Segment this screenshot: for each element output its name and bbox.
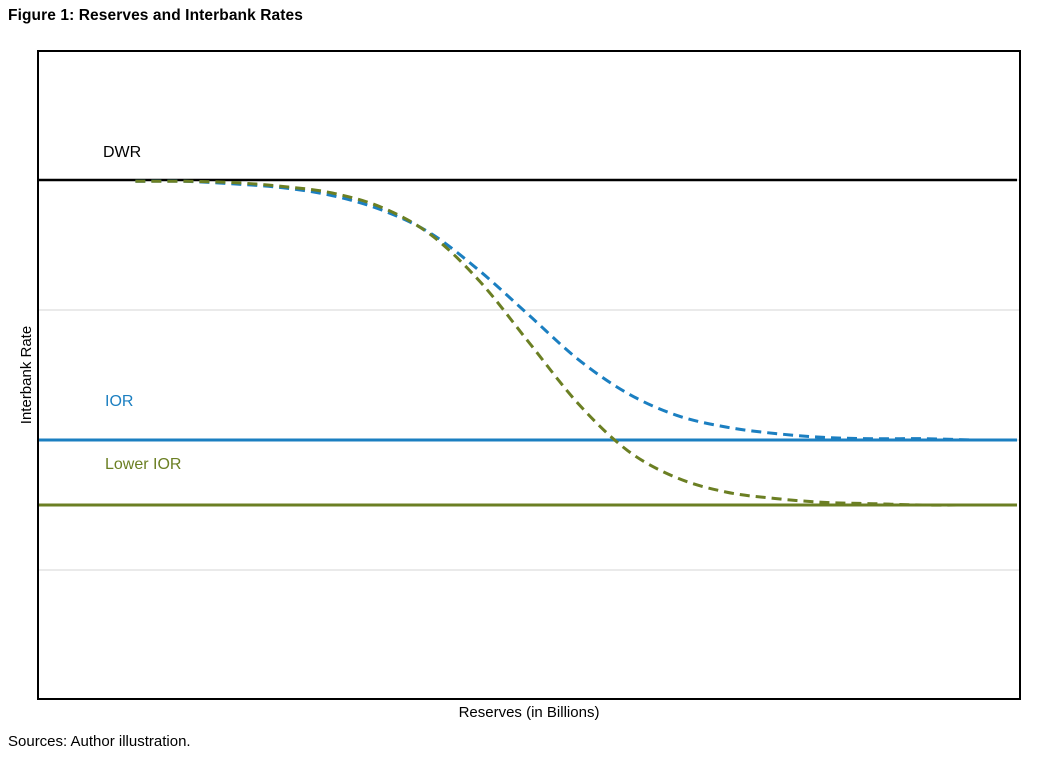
ior-line-label: IOR — [105, 393, 134, 410]
source-note: Sources: Author illustration. — [8, 733, 191, 750]
chart-canvas — [37, 50, 1021, 700]
y-axis-label: Interbank Rate — [18, 325, 35, 425]
lower-ior-line-label: Lower IOR — [105, 456, 182, 473]
dwr-line-label: DWR — [103, 144, 142, 161]
figure-title: Figure 1: Reserves and Interbank Rates — [8, 7, 303, 24]
x-axis-label: Reserves (in Billions) — [458, 704, 600, 721]
